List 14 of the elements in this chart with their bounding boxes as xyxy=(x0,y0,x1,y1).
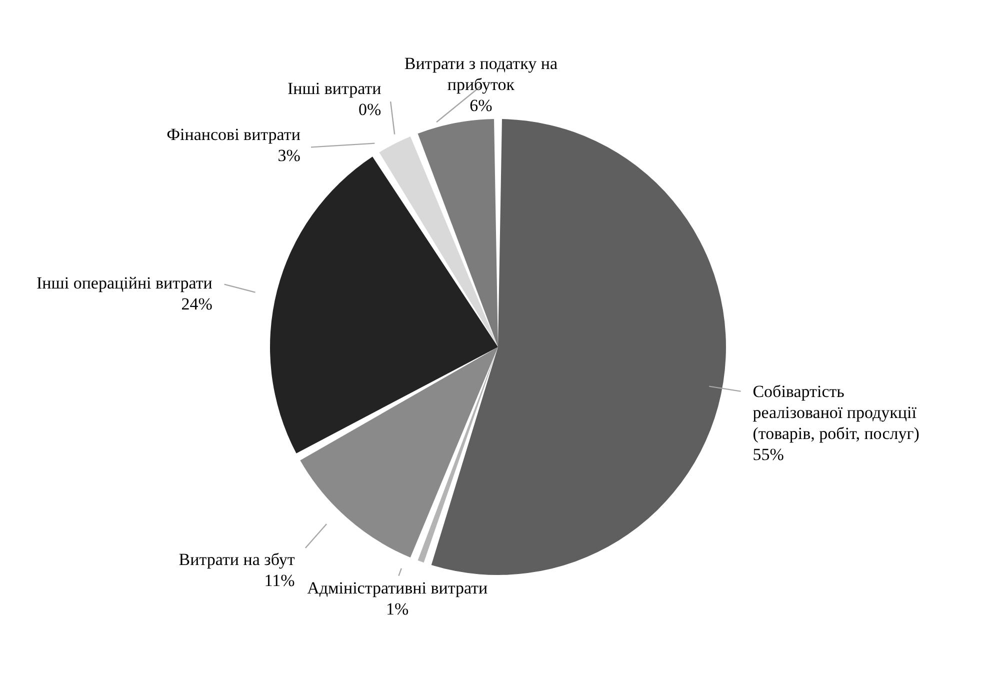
slice-label: Собівартість реалізованої продукції (товарів, робіт, послуг) xyxy=(752,382,920,443)
data-label: 11% xyxy=(264,571,295,590)
slice-label: Витрати на збут xyxy=(178,550,296,570)
data-label: 55% xyxy=(752,444,784,464)
slice-label: Інші операційні витрати xyxy=(36,273,212,292)
data-label: 24% xyxy=(181,294,212,314)
data-label: 3% xyxy=(278,146,300,166)
slice-label: Фінансові витрати xyxy=(166,125,300,144)
data-label: 1% xyxy=(386,600,409,619)
category-label: Інші витрати xyxy=(288,78,382,98)
data-label: 6% xyxy=(470,96,492,115)
text: 0% xyxy=(358,100,382,119)
slice-label: Витрати з податку на прибуток xyxy=(404,54,558,94)
slice-label: Адміністративні витрати xyxy=(307,578,488,598)
